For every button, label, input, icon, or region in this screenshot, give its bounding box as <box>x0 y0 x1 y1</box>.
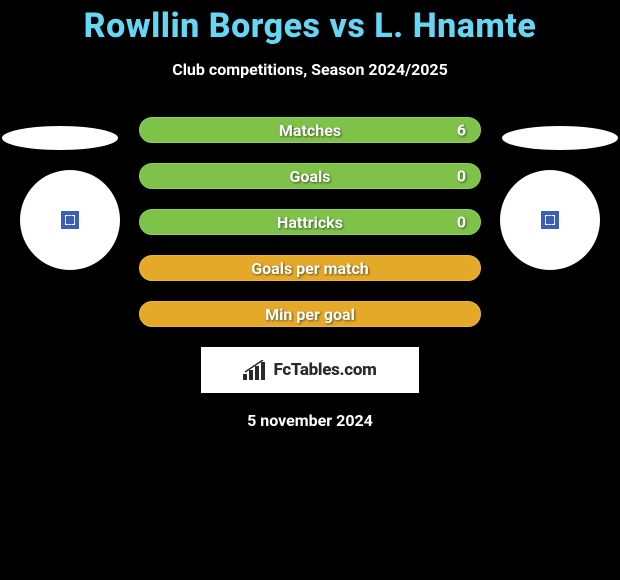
stat-value: 0 <box>457 213 466 232</box>
club-badge-placeholder-icon <box>541 211 559 229</box>
stat-label: Hattricks <box>277 213 343 232</box>
player-left-badge-circle <box>20 170 120 270</box>
stat-row-goals-per-match: Goals per match <box>139 255 481 281</box>
stat-label: Matches <box>279 121 341 140</box>
stat-value: 6 <box>457 121 466 140</box>
player-right-base-ellipse <box>502 126 618 150</box>
club-badge-placeholder-icon <box>61 211 79 229</box>
stats-list: Matches 6 Goals 0 Hattricks 0 Goals per … <box>139 117 481 327</box>
stat-row-matches: Matches 6 <box>139 117 481 143</box>
fctables-logo-text: FcTables.com <box>273 360 376 380</box>
player-left-base-ellipse <box>2 126 118 150</box>
footer-date: 5 november 2024 <box>0 411 620 430</box>
stat-label: Min per goal <box>265 305 355 324</box>
fctables-logo-box: FcTables.com <box>201 347 419 393</box>
stat-row-goals: Goals 0 <box>139 163 481 189</box>
fctables-logo-icon <box>243 360 269 380</box>
stat-row-min-per-goal: Min per goal <box>139 301 481 327</box>
player-right-badge-circle <box>500 170 600 270</box>
stat-label: Goals per match <box>251 259 369 278</box>
stat-row-hattricks: Hattricks 0 <box>139 209 481 235</box>
page-subtitle: Club competitions, Season 2024/2025 <box>0 60 620 79</box>
stat-label: Goals <box>290 167 331 186</box>
page-title: Rowllin Borges vs L. Hnamte <box>0 0 620 46</box>
stat-value: 0 <box>457 167 466 186</box>
